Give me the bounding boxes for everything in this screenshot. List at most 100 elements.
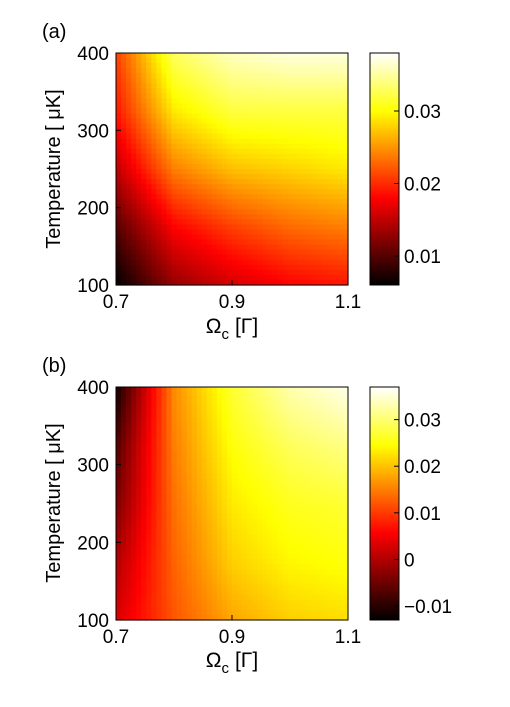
heatmap-cell bbox=[226, 153, 233, 160]
heatmap-cell bbox=[277, 452, 284, 459]
heatmap-cell bbox=[131, 158, 137, 165]
heatmap-cell bbox=[191, 219, 198, 226]
heatmap-cell bbox=[121, 483, 127, 489]
heatmap-cell bbox=[252, 397, 258, 403]
heatmap-cell bbox=[136, 427, 142, 434]
heatmap-cell bbox=[272, 493, 278, 500]
heatmap-cell bbox=[216, 118, 223, 125]
heatmap-cell bbox=[307, 528, 314, 535]
heatmap-cell bbox=[322, 508, 329, 515]
heatmap-cell bbox=[121, 407, 127, 413]
heatmap-cell bbox=[232, 274, 238, 281]
heatmap-cell bbox=[206, 63, 213, 69]
heatmap-cell bbox=[126, 604, 132, 611]
heatmap-cell bbox=[252, 442, 258, 449]
heatmap-cell bbox=[141, 574, 147, 581]
heatmap-cell bbox=[232, 179, 238, 185]
heatmap-cell bbox=[211, 184, 218, 190]
heatmap-cell bbox=[116, 214, 122, 221]
heatmap-cell bbox=[166, 244, 173, 251]
heatmap-cell bbox=[292, 214, 299, 221]
heatmap-cell bbox=[191, 83, 198, 89]
heatmap-cell bbox=[136, 209, 142, 215]
heatmap-cell bbox=[146, 169, 152, 175]
heatmap-cell bbox=[196, 503, 203, 510]
heatmap-cell bbox=[141, 138, 147, 145]
heatmap-cell bbox=[282, 93, 289, 99]
heatmap-cell bbox=[121, 513, 127, 520]
heatmap-cell bbox=[287, 103, 294, 110]
heatmap-cell bbox=[252, 549, 258, 555]
heatmap-cell bbox=[297, 538, 304, 545]
heatmap-cell bbox=[252, 204, 258, 210]
heatmap-cell bbox=[136, 488, 142, 494]
heatmap-cell bbox=[141, 422, 147, 429]
heatmap-cell bbox=[287, 387, 294, 393]
heatmap-cell bbox=[116, 549, 122, 555]
heatmap-cell bbox=[121, 488, 127, 494]
heatmap-cell bbox=[327, 452, 334, 459]
heatmap-cell bbox=[332, 523, 339, 530]
heatmap-cell bbox=[126, 432, 132, 439]
heatmap-cell bbox=[121, 574, 127, 581]
heatmap-cell bbox=[221, 123, 228, 130]
heatmap-cell bbox=[151, 417, 157, 424]
heatmap-cell bbox=[277, 549, 284, 555]
heatmap-cell bbox=[126, 254, 132, 261]
heatmap-cell bbox=[186, 422, 193, 429]
heatmap-cell bbox=[161, 437, 168, 444]
heatmap-cell bbox=[237, 488, 243, 494]
heatmap-cell bbox=[161, 569, 168, 576]
heatmap-cell bbox=[267, 88, 273, 94]
heatmap-cell bbox=[156, 194, 162, 200]
heatmap-cell bbox=[186, 153, 193, 160]
heatmap-cell bbox=[302, 503, 309, 510]
heatmap-cell bbox=[116, 229, 122, 236]
heatmap-cell bbox=[332, 279, 339, 286]
heatmap-cell bbox=[282, 58, 289, 64]
heatmap-cell bbox=[232, 427, 238, 434]
heatmap-cell bbox=[307, 447, 314, 454]
heatmap-cell bbox=[242, 422, 248, 429]
heatmap-cell bbox=[257, 259, 263, 266]
heatmap-cell bbox=[317, 194, 324, 200]
heatmap-cell bbox=[186, 538, 193, 545]
heatmap-cell bbox=[161, 279, 168, 286]
heatmap-cell bbox=[186, 98, 193, 105]
heatmap-cell bbox=[166, 93, 173, 99]
heatmap-cell bbox=[252, 407, 258, 413]
heatmap-cell bbox=[302, 549, 309, 555]
heatmap-cell bbox=[242, 259, 248, 266]
heatmap-cell bbox=[191, 402, 198, 408]
heatmap-cell bbox=[262, 397, 268, 403]
heatmap-cell bbox=[211, 224, 218, 231]
heatmap-cell bbox=[277, 209, 284, 215]
heatmap-cell bbox=[232, 462, 238, 469]
heatmap-cell bbox=[257, 118, 263, 125]
heatmap-cell bbox=[342, 249, 349, 256]
heatmap-cell bbox=[171, 447, 178, 454]
heatmap-cell bbox=[342, 264, 349, 271]
heatmap-cell bbox=[322, 143, 329, 150]
heatmap-cell bbox=[136, 569, 142, 576]
heatmap-cell bbox=[191, 189, 198, 195]
heatmap-cell bbox=[186, 123, 193, 130]
heatmap-cell bbox=[282, 452, 289, 459]
heatmap-cell bbox=[257, 113, 263, 120]
heatmap-cell bbox=[176, 589, 183, 596]
heatmap-cell bbox=[232, 447, 238, 454]
heatmap-cell bbox=[242, 447, 248, 454]
heatmap-cell bbox=[161, 498, 168, 505]
heatmap-cell bbox=[297, 609, 304, 616]
heatmap-cell bbox=[282, 604, 289, 611]
heatmap-cell bbox=[216, 498, 223, 505]
heatmap-cell bbox=[247, 199, 253, 205]
heatmap-cell bbox=[252, 574, 258, 581]
heatmap-cell bbox=[206, 483, 213, 489]
heatmap-cell bbox=[252, 503, 258, 510]
heatmap-cell bbox=[161, 88, 168, 94]
heatmap-cell bbox=[186, 397, 193, 403]
heatmap-cell bbox=[126, 407, 132, 413]
heatmap-cell bbox=[267, 234, 273, 241]
heatmap-cell bbox=[297, 199, 304, 205]
